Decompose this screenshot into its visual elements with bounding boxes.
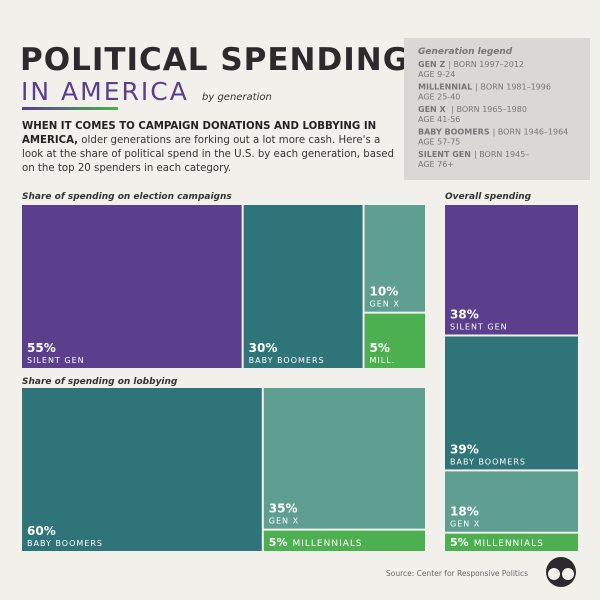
value-label: 38% [450, 307, 479, 321]
treemap-cell [263, 530, 425, 551]
category-label: SILENT GEN [27, 356, 85, 365]
legend-born: | BORN 1981–1996 [475, 83, 551, 92]
legend-name: BABY BOOMERS [418, 128, 490, 137]
value-label: 18% [450, 505, 479, 519]
data-label: 5% MILLENNIALS [269, 536, 363, 549]
category-label: BABY BOOMERS [249, 356, 325, 365]
legend-age: AGE 41-56 [418, 115, 460, 124]
subtitle: IN AMERICA [21, 77, 189, 106]
legend-born: | BORN 1945– [474, 150, 529, 159]
legend-born: | BORN 1997–2012 [448, 60, 524, 69]
value-label: 5% [450, 536, 469, 549]
treemap-cell [22, 205, 242, 368]
category-label: BABY BOOMERS [27, 539, 103, 548]
legend-name: GEN X [418, 105, 447, 114]
value-label: 10% [370, 285, 399, 299]
category-label: SILENT GEN [450, 322, 508, 331]
legend-entry: GEN Z | BORN 1997–2012 [418, 60, 524, 69]
category-label: MILLENNIALS [474, 539, 544, 549]
treemap-cell [445, 205, 578, 335]
value-label: 35% [269, 502, 298, 516]
treemap-cell [22, 388, 262, 551]
legend-entry: GEN X | BORN 1965–1980 [418, 105, 527, 114]
value-label: 39% [450, 442, 479, 456]
legend-title: Generation legend [418, 47, 513, 57]
logo [546, 557, 576, 587]
category-label: MILLENNIALS [292, 539, 362, 549]
legend-age: AGE 9-24 [418, 70, 455, 79]
value-label: 60% [27, 524, 56, 538]
treemaps: Share of spending on election campaigns 5… [22, 192, 578, 551]
legend-entry: BABY BOOMERS | BORN 1946–1964 [418, 128, 568, 137]
chart-title: Share of spending on lobbying [22, 377, 178, 387]
legend-born: | BORN 1946–1964 [493, 128, 569, 137]
treemap-cell [243, 205, 363, 368]
legend-name: SILENT GEN [418, 150, 471, 159]
legend-age: AGE 57-75 [418, 138, 460, 147]
category-label: GEN X [269, 517, 299, 526]
category-label: BABY BOOMERS [450, 457, 526, 466]
legend-entry: MILLENNIAL | BORN 1981–1996 [418, 83, 551, 92]
legend-born: | BORN 1965–1980 [449, 105, 527, 114]
chart-title: Share of spending on election campaigns [22, 192, 232, 202]
intro-bold: WHEN IT COMES TO CAMPAIGN DONATIONS AND … [22, 121, 377, 146]
value-label: 30% [249, 341, 278, 355]
data-label: 5% MILLENNIALS [450, 536, 544, 549]
category-label: GEN X [450, 520, 480, 529]
intro: WHEN IT COMES TO CAMPAIGN DONATIONS AND … [22, 120, 394, 176]
intro-text: older generations are forking out a lot … [22, 135, 394, 174]
treemap-cell [445, 471, 578, 532]
treemap-cell [364, 205, 425, 312]
source: Source: Center for Responsive Politics [386, 569, 528, 578]
legend-age: AGE 76+ [418, 160, 454, 169]
category-label: GEN X [370, 300, 400, 309]
treemap-cell [445, 533, 578, 551]
title: POLITICAL SPENDING [20, 42, 409, 78]
legend-age: AGE 25-40 [418, 93, 460, 102]
legend-name: MILLENNIAL [418, 83, 472, 92]
category-label: MILL. [370, 356, 396, 365]
treemap-cell [445, 336, 578, 470]
legend-box [404, 38, 590, 180]
value-label: 5% [370, 341, 390, 355]
legend-entry: SILENT GEN | BORN 1945– [418, 150, 529, 159]
treemap-cell [364, 313, 425, 368]
value-label: 5% [269, 536, 288, 549]
value-label: 55% [27, 341, 56, 355]
underline [22, 107, 118, 110]
subtitle-note: by generation [202, 92, 272, 103]
treemap-cell [263, 388, 425, 529]
legend-name: GEN Z [418, 60, 446, 69]
chart-title: Overall spending [445, 192, 532, 202]
